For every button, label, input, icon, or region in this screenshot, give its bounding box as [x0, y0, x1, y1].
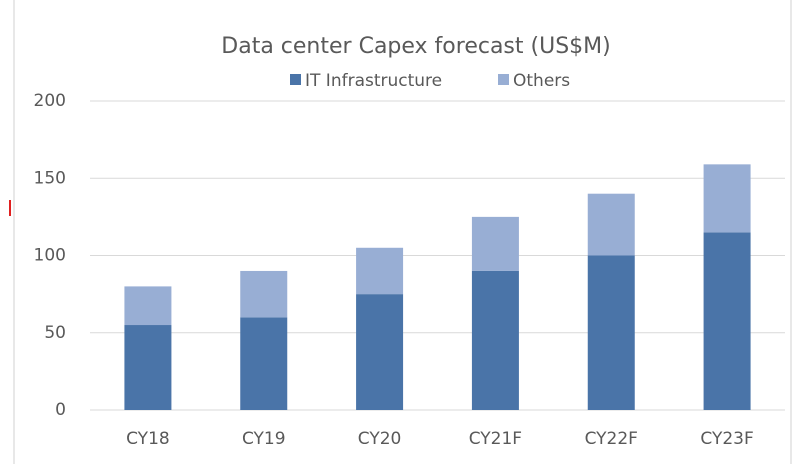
x-tick-label: CY19 — [242, 429, 286, 449]
bar-segment — [703, 164, 751, 233]
bar-segment — [356, 247, 404, 295]
x-tick-label: CY20 — [358, 429, 402, 449]
bar-segment — [587, 255, 635, 410]
x-tick-label: CY21F — [469, 429, 522, 449]
legend-swatch — [498, 74, 509, 85]
bar-segment — [240, 270, 288, 318]
bar-segment — [587, 193, 635, 256]
bar-segment — [471, 216, 519, 271]
x-tick-label: CY22F — [585, 429, 638, 449]
bar-segment — [240, 317, 288, 410]
x-tick-label: CY23F — [700, 429, 753, 449]
y-tick-label: 0 — [55, 400, 66, 420]
legend-label: IT Infrastructure — [305, 71, 442, 91]
y-tick-label: 200 — [34, 91, 66, 111]
legend-swatch — [290, 74, 301, 85]
y-tick-label: 50 — [44, 323, 66, 343]
bar-segment — [124, 286, 172, 326]
y-tick-label: 150 — [34, 168, 66, 188]
bar-segment — [356, 294, 404, 410]
bar-segment — [124, 325, 172, 410]
chart-title: Data center Capex forecast (US$M) — [221, 34, 610, 59]
x-tick-label: CY18 — [126, 429, 170, 449]
bar-segment — [703, 232, 751, 410]
y-tick-label: 100 — [34, 246, 66, 266]
bar-segment — [471, 270, 519, 410]
legend-label: Others — [513, 71, 570, 91]
